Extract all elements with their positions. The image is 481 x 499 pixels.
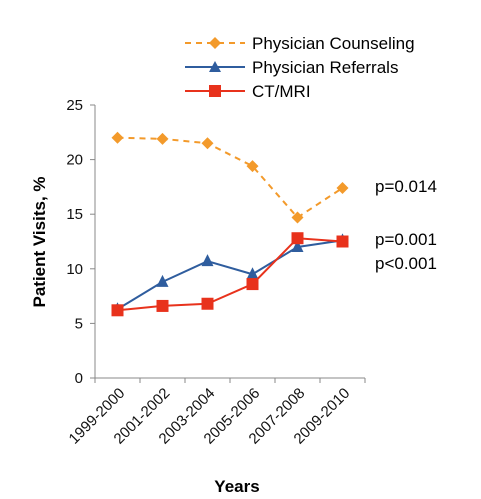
legend: Physician Counseling Physician Referrals… <box>185 34 415 101</box>
y-tick-label: 5 <box>75 315 83 332</box>
y-axis-ticks: 0 5 10 15 20 25 <box>66 97 95 387</box>
data-point-physician-referrals <box>201 254 214 267</box>
data-point-ct-mri <box>111 304 124 317</box>
data-point-physician-counseling <box>246 160 259 173</box>
data-point-physician-counseling <box>201 137 214 150</box>
y-tick-label: 0 <box>75 370 83 387</box>
annotation-p-referrals: p=0.001 <box>375 230 437 249</box>
data-point-ct-mri <box>246 278 259 291</box>
series-physician-referrals <box>111 233 349 315</box>
legend-label-physician-referrals: Physician Referrals <box>252 58 398 77</box>
series-ct-mri <box>111 232 349 317</box>
data-point-ct-mri <box>336 235 349 248</box>
data-point-ct-mri <box>201 297 214 310</box>
legend-item-physician-referrals: Physician Referrals <box>185 58 398 77</box>
y-tick-label: 15 <box>66 206 83 223</box>
data-point-physician-counseling <box>111 131 124 144</box>
legend-item-physician-counseling: Physician Counseling <box>185 34 415 53</box>
data-point-physician-referrals <box>291 239 304 252</box>
data-point-physician-referrals <box>156 274 169 287</box>
series-line-physician-referrals <box>116 239 343 311</box>
y-tick-label: 10 <box>66 261 83 278</box>
legend-item-ct-mri: CT/MRI <box>185 82 311 101</box>
data-point-physician-referrals <box>246 267 259 280</box>
annotation-p-ctmri: p<0.001 <box>375 254 437 273</box>
data-point-physician-counseling <box>336 181 349 194</box>
legend-marker-square <box>209 85 221 97</box>
data-point-physician-counseling <box>156 132 169 145</box>
data-point-physician-counseling <box>291 211 304 224</box>
series-line-ct-mri <box>117 237 343 312</box>
series-physician-counseling <box>111 131 349 224</box>
x-axis-title: Years <box>214 477 259 496</box>
legend-label-physician-counseling: Physician Counseling <box>252 34 415 53</box>
y-tick-label: 25 <box>66 97 83 114</box>
data-point-ct-mri <box>156 299 169 312</box>
y-axis-title: Patient Visits, % <box>30 176 49 307</box>
data-point-ct-mri <box>291 232 304 245</box>
legend-marker-diamond <box>209 37 221 49</box>
x-axis-ticks: 1999-20002001-20022003-20042005-20062007… <box>66 378 366 448</box>
y-tick-label: 20 <box>66 152 83 169</box>
series-line-physician-counseling <box>117 136 344 219</box>
legend-label-ct-mri: CT/MRI <box>252 82 311 101</box>
legend-marker-triangle <box>209 61 221 72</box>
series-layer <box>111 131 349 317</box>
annotation-p-counseling: p=0.014 <box>375 177 437 196</box>
